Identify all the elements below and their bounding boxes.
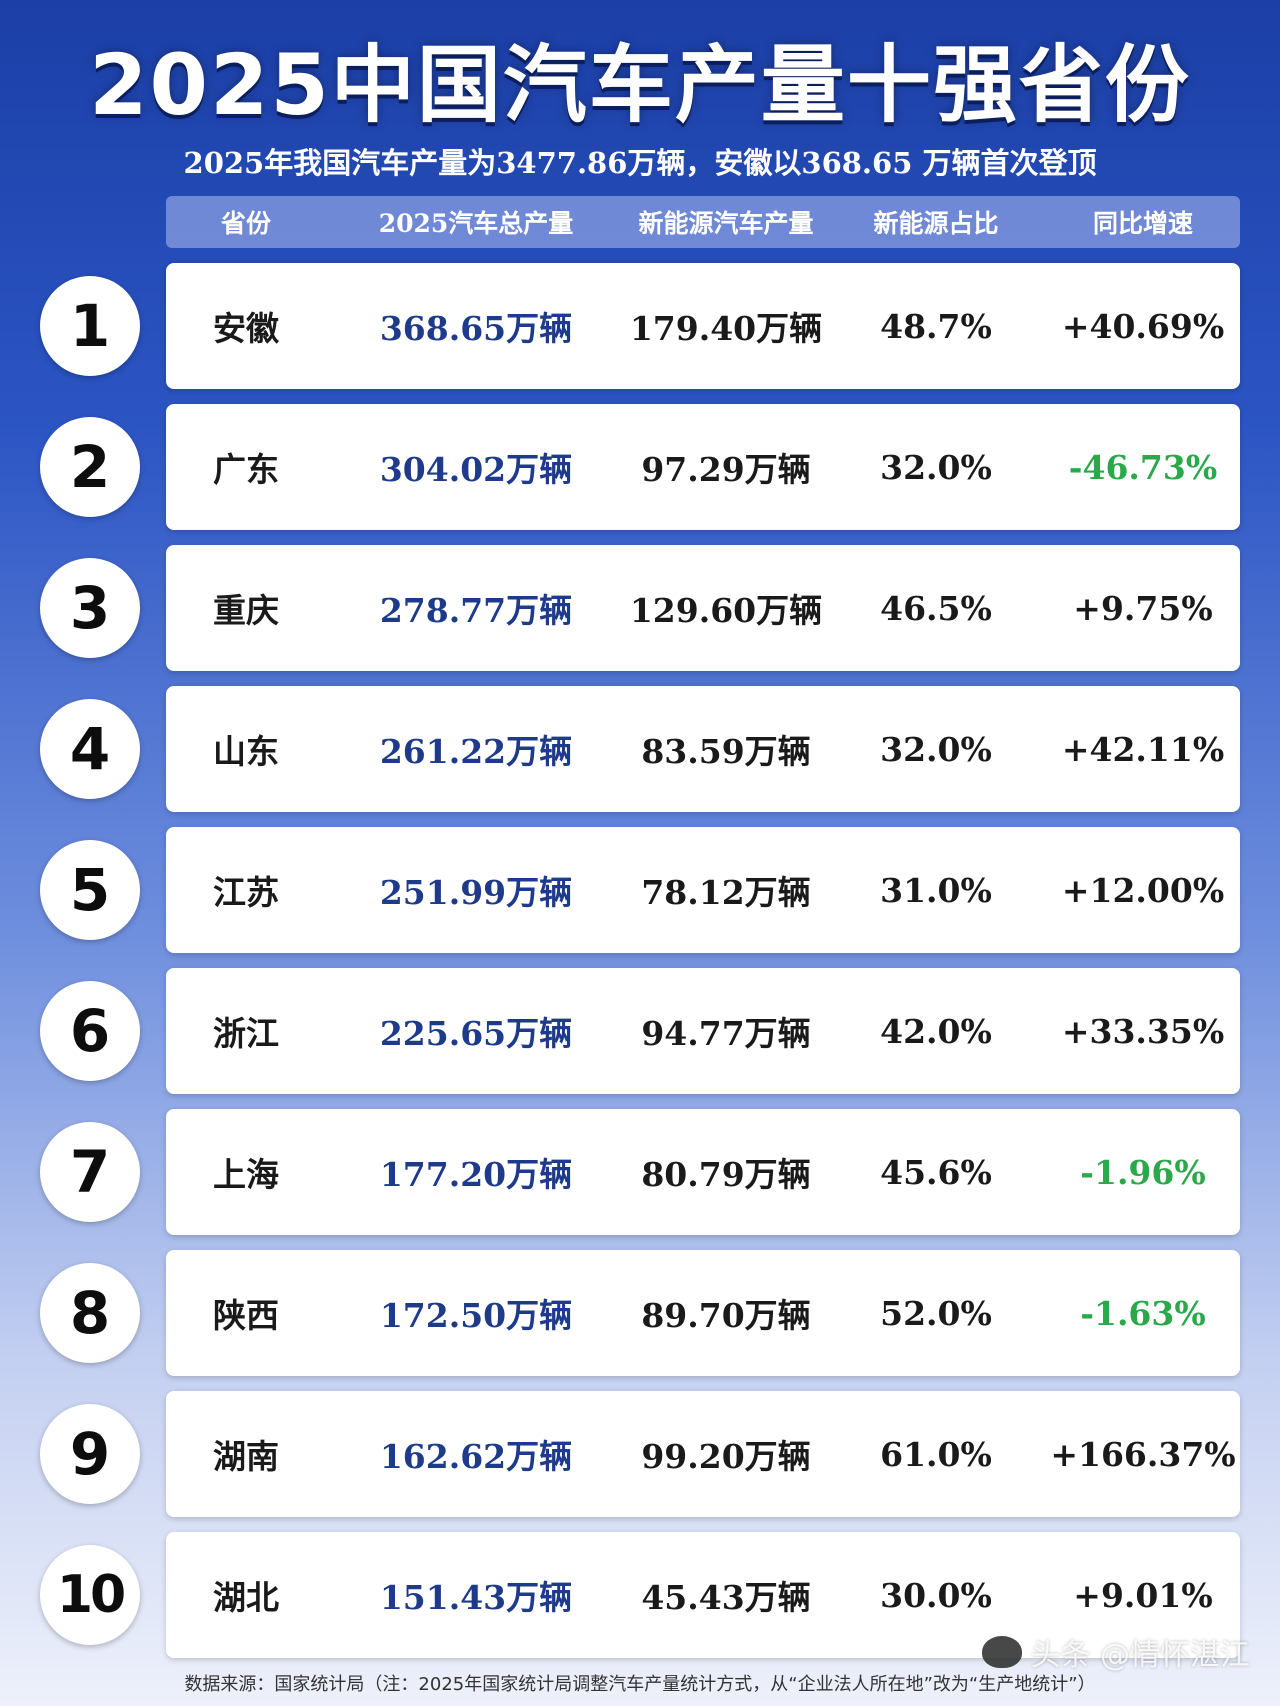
nev-production-cell: 80.79万辆 <box>641 1155 811 1194</box>
column-header-province: 省份 <box>220 209 271 238</box>
total-production-cell: 261.22万辆 <box>379 732 573 771</box>
nev-share-cell: 48.7% <box>880 306 992 346</box>
province-cell: 广东 <box>213 450 279 489</box>
nev-share-cell: 46.5% <box>880 588 992 628</box>
rank-badge: 3 <box>40 558 140 658</box>
province-cell: 陕西 <box>213 1296 279 1335</box>
table-row: 广东 304.02万辆 97.29万辆 32.0% -46.73% <box>166 404 1240 530</box>
total-production-cell: 177.20万辆 <box>379 1155 573 1194</box>
rank-badge: 9 <box>40 1404 140 1504</box>
province-cell: 江苏 <box>213 873 279 912</box>
column-header-total: 2025汽车总产量 <box>378 209 574 238</box>
nev-share-cell: 45.6% <box>880 1152 992 1192</box>
nev-production-cell: 179.40万辆 <box>629 309 823 348</box>
watermark: 头条 @情怀湛江 <box>982 1630 1250 1674</box>
rank-badge: 5 <box>40 840 140 940</box>
total-production-cell: 368.65万辆 <box>379 309 573 348</box>
table-row: 浙江 225.65万辆 94.77万辆 42.0% +33.35% <box>166 968 1240 1094</box>
growth-rate-cell: +9.75% <box>1073 588 1213 628</box>
province-cell: 山东 <box>213 732 279 771</box>
table-row: 山东 261.22万辆 83.59万辆 32.0% +42.11% <box>166 686 1240 812</box>
rank-badge: 7 <box>40 1122 140 1222</box>
table-row: 湖南 162.62万辆 99.20万辆 61.0% +166.37% <box>166 1391 1240 1517</box>
nev-production-cell: 45.43万辆 <box>641 1578 811 1617</box>
nev-share-cell: 61.0% <box>880 1434 992 1474</box>
total-production-cell: 251.99万辆 <box>379 873 573 912</box>
column-header-share: 新能源占比 <box>873 209 999 238</box>
rank-badge: 4 <box>40 699 140 799</box>
total-production-cell: 151.43万辆 <box>379 1578 573 1617</box>
nev-production-cell: 99.20万辆 <box>641 1437 811 1476</box>
nev-share-cell: 32.0% <box>880 729 992 769</box>
growth-rate-cell: -1.63% <box>1080 1293 1206 1333</box>
table-row: 江苏 251.99万辆 78.12万辆 31.0% +12.00% <box>166 827 1240 953</box>
province-cell: 湖北 <box>213 1578 279 1617</box>
table-row: 上海 177.20万辆 80.79万辆 45.6% -1.96% <box>166 1109 1240 1235</box>
province-cell: 安徽 <box>213 309 279 348</box>
growth-rate-cell: -46.73% <box>1068 447 1218 487</box>
rank-badge: 8 <box>40 1263 140 1363</box>
growth-rate-cell: +12.00% <box>1061 870 1225 910</box>
growth-rate-cell: +42.11% <box>1061 729 1225 769</box>
nev-production-cell: 97.29万辆 <box>641 450 811 489</box>
rank-badge: 10 <box>40 1545 140 1645</box>
rank-badge: 2 <box>40 417 140 517</box>
growth-rate-cell: +40.69% <box>1061 306 1225 346</box>
table-row: 重庆 278.77万辆 129.60万辆 46.5% +9.75% <box>166 545 1240 671</box>
table-row: 陕西 172.50万辆 89.70万辆 52.0% -1.63% <box>166 1250 1240 1376</box>
total-production-cell: 304.02万辆 <box>379 450 573 489</box>
growth-rate-cell: +33.35% <box>1061 1011 1225 1051</box>
nev-production-cell: 129.60万辆 <box>629 591 823 630</box>
watermark-logo-icon <box>982 1636 1023 1668</box>
growth-rate-cell: +166.37% <box>1050 1434 1236 1474</box>
total-production-cell: 225.65万辆 <box>379 1014 573 1053</box>
nev-share-cell: 31.0% <box>880 870 992 910</box>
nev-share-cell: 32.0% <box>880 447 992 487</box>
province-cell: 上海 <box>213 1155 279 1194</box>
total-production-cell: 278.77万辆 <box>379 591 573 630</box>
province-cell: 浙江 <box>213 1014 279 1053</box>
nev-share-cell: 42.0% <box>880 1011 992 1051</box>
growth-rate-cell: +9.01% <box>1073 1575 1213 1615</box>
table-row: 安徽 368.65万辆 179.40万辆 48.7% +40.69% <box>166 263 1240 389</box>
watermark-text: 头条 @情怀湛江 <box>1030 1638 1250 1673</box>
growth-rate-cell: -1.96% <box>1080 1152 1206 1192</box>
nev-share-cell: 52.0% <box>880 1293 992 1333</box>
nev-share-cell: 30.0% <box>880 1575 992 1615</box>
table-header: 省份 2025汽车总产量 新能源汽车产量 新能源占比 同比增速 <box>166 196 1240 248</box>
nev-production-cell: 94.77万辆 <box>641 1014 811 1053</box>
nev-production-cell: 83.59万辆 <box>641 732 811 771</box>
total-production-cell: 172.50万辆 <box>379 1296 573 1335</box>
nev-production-cell: 78.12万辆 <box>641 873 811 912</box>
column-header-nev: 新能源汽车产量 <box>638 209 814 238</box>
nev-production-cell: 89.70万辆 <box>641 1296 811 1335</box>
rank-badge: 6 <box>40 981 140 1081</box>
page-title: 2025中国汽车产量十强省份 <box>89 36 1191 134</box>
province-cell: 重庆 <box>213 591 279 630</box>
table-row: 湖北 151.43万辆 45.43万辆 30.0% +9.01% <box>166 1532 1240 1658</box>
total-production-cell: 162.62万辆 <box>379 1437 573 1476</box>
data-source-note: 数据来源：国家统计局（注：2025年国家统计局调整汽车产量统计方式，从“企业法人… <box>184 1674 1096 1695</box>
rank-badge: 1 <box>40 276 140 376</box>
page-subtitle: 2025年我国汽车产量为3477.86万辆，安徽以368.65 万辆首次登顶 <box>183 146 1097 180</box>
column-header-growth: 同比增速 <box>1092 209 1193 238</box>
province-cell: 湖南 <box>213 1437 279 1476</box>
